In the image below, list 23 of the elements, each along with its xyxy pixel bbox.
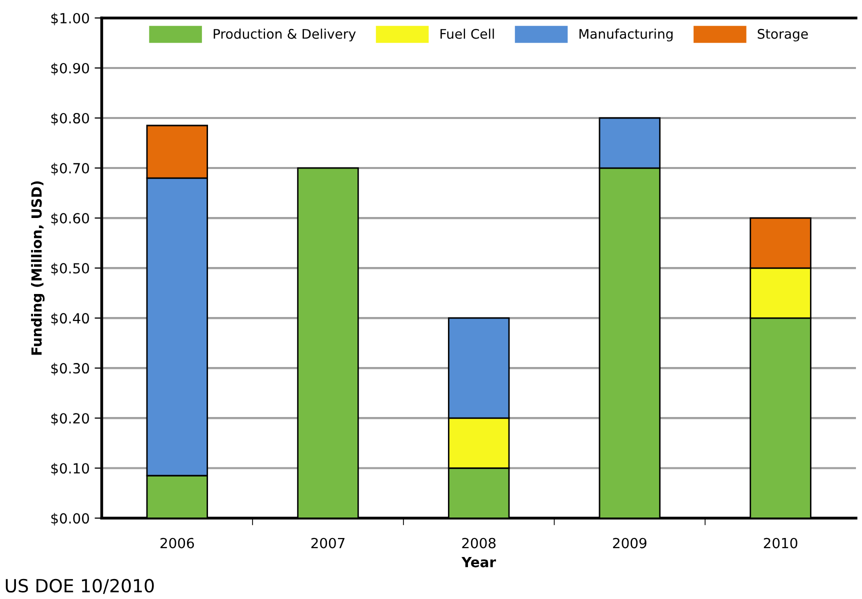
y-tick-label: $0.60 xyxy=(51,212,89,226)
legend-label: Production & Delivery xyxy=(214,28,356,42)
x-tick-label: 2010 xyxy=(764,538,798,548)
y-tick-label: $0.50 xyxy=(51,262,89,276)
y-tick-label: $0.20 xyxy=(51,412,89,426)
legend-label: Fuel Cell xyxy=(440,28,494,39)
legend-label: Storage xyxy=(758,28,808,42)
text: US DOE 10/2010 xyxy=(6,578,154,594)
y-tick-label: $1.00 xyxy=(51,12,89,26)
y-tick-label: $0.80 xyxy=(51,112,89,126)
y-tick-label: $0.70 xyxy=(51,162,89,176)
x-tick-label: 2008 xyxy=(462,538,496,548)
y-tick-label: $0.90 xyxy=(51,62,89,76)
y-tick-label: $0.10 xyxy=(51,462,89,476)
x-tick-label: 2006 xyxy=(160,538,194,548)
y-tick-label: $0.30 xyxy=(51,362,89,376)
y-axis-title: Funding (Million, USD) xyxy=(31,181,45,355)
x-tick-label: 2009 xyxy=(613,538,646,548)
y-tick-label: $0.40 xyxy=(51,312,89,326)
x-axis-title: Year xyxy=(461,557,496,568)
legend-label: Manufacturing xyxy=(580,28,673,42)
x-tick-label: 2007 xyxy=(311,538,344,548)
y-tick-label: $0.00 xyxy=(51,512,89,526)
